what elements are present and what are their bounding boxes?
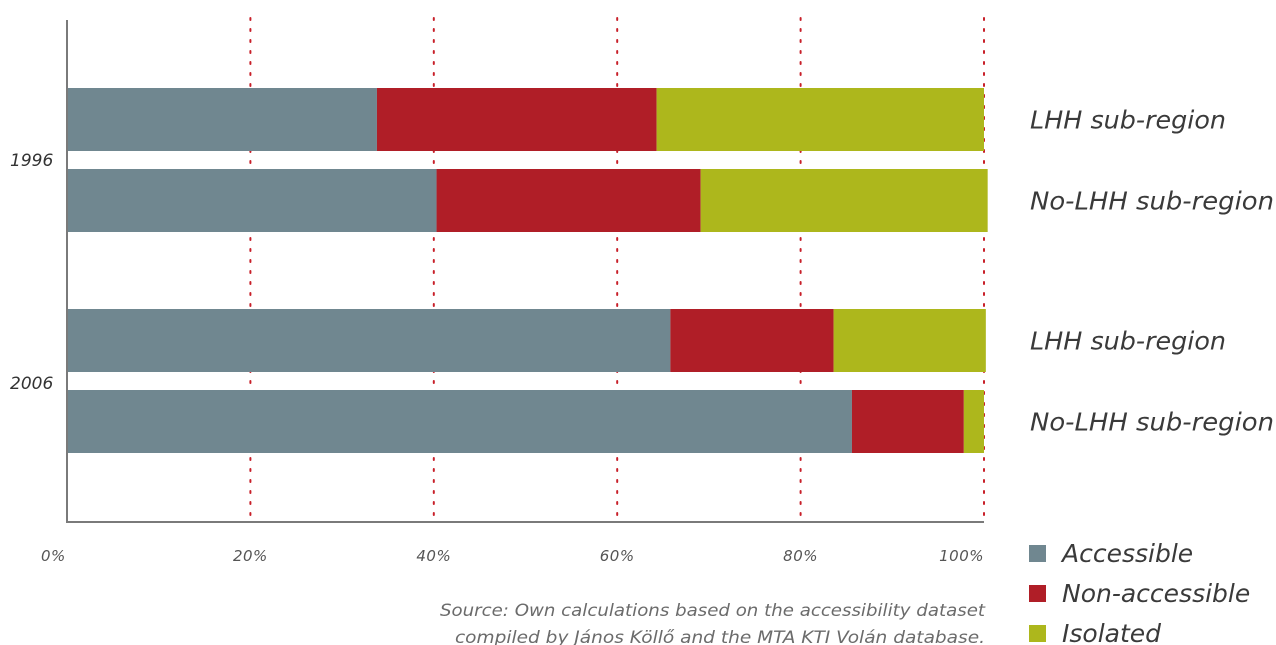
bar-segment [700, 169, 988, 232]
bar-segment [833, 309, 986, 372]
legend-label: Isolated [1062, 619, 1161, 645]
x-tick-label: 40% [416, 547, 451, 565]
bar-segment [67, 309, 671, 372]
x-tick-label: 0% [41, 547, 66, 565]
source-note: Source: Own calculations based on the ac… [440, 601, 986, 645]
bar-label: No-LHH sub-region [1030, 187, 1274, 216]
x-tick-label: 100% [939, 547, 984, 565]
bar-segment [67, 169, 437, 232]
bar-segment [67, 390, 852, 453]
bar-segment [67, 88, 377, 151]
bar-segment [670, 309, 834, 372]
source-line: compiled by János Köllő and the MTA KTI … [455, 628, 985, 645]
bar-segment [656, 88, 984, 151]
bar-label: LHH sub-region [1030, 327, 1226, 356]
legend-swatch [1029, 625, 1046, 642]
bar-label: LHH sub-region [1030, 106, 1226, 135]
bar-segment [963, 390, 984, 453]
bars [67, 88, 988, 453]
legend-swatch [1029, 585, 1046, 602]
legend: Accessible Non-accessible Isolated [1029, 539, 1250, 645]
x-tick-labels: 0% 20% 40% 60% 80% 100% [41, 547, 984, 565]
bar-label: No-LHH sub-region [1030, 408, 1274, 437]
bar-segment [851, 390, 964, 453]
bar-segment [436, 169, 701, 232]
group-label: 1996 [10, 151, 53, 171]
x-tick-label: 60% [600, 547, 635, 565]
bar-segment [376, 88, 657, 151]
x-tick-label: 20% [233, 547, 268, 565]
group-labels: 1996 2006 [10, 151, 53, 394]
legend-label: Non-accessible [1062, 579, 1250, 608]
source-line: Source: Own calculations based on the ac… [440, 601, 986, 621]
legend-swatch [1029, 545, 1046, 562]
group-label: 2006 [10, 374, 53, 394]
x-tick-label: 80% [783, 547, 818, 565]
bar-labels: LHH sub-region No-LHH sub-region LHH sub-r… [1030, 106, 1274, 437]
legend-label: Accessible [1060, 539, 1193, 568]
